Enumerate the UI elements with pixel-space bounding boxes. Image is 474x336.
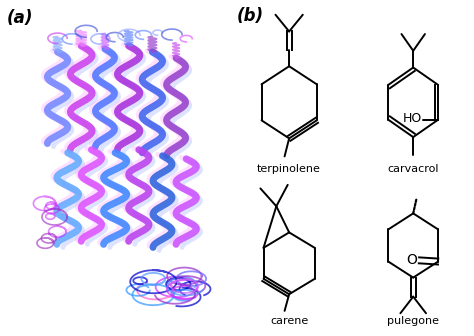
Text: O: O bbox=[406, 253, 417, 267]
Text: terpinolene: terpinolene bbox=[257, 164, 321, 174]
Text: pulegone: pulegone bbox=[387, 316, 439, 326]
Text: (a): (a) bbox=[7, 9, 33, 27]
Text: HO: HO bbox=[403, 112, 422, 125]
Text: carene: carene bbox=[270, 316, 308, 326]
Text: carvacrol: carvacrol bbox=[387, 164, 439, 174]
Text: (b): (b) bbox=[237, 7, 264, 25]
